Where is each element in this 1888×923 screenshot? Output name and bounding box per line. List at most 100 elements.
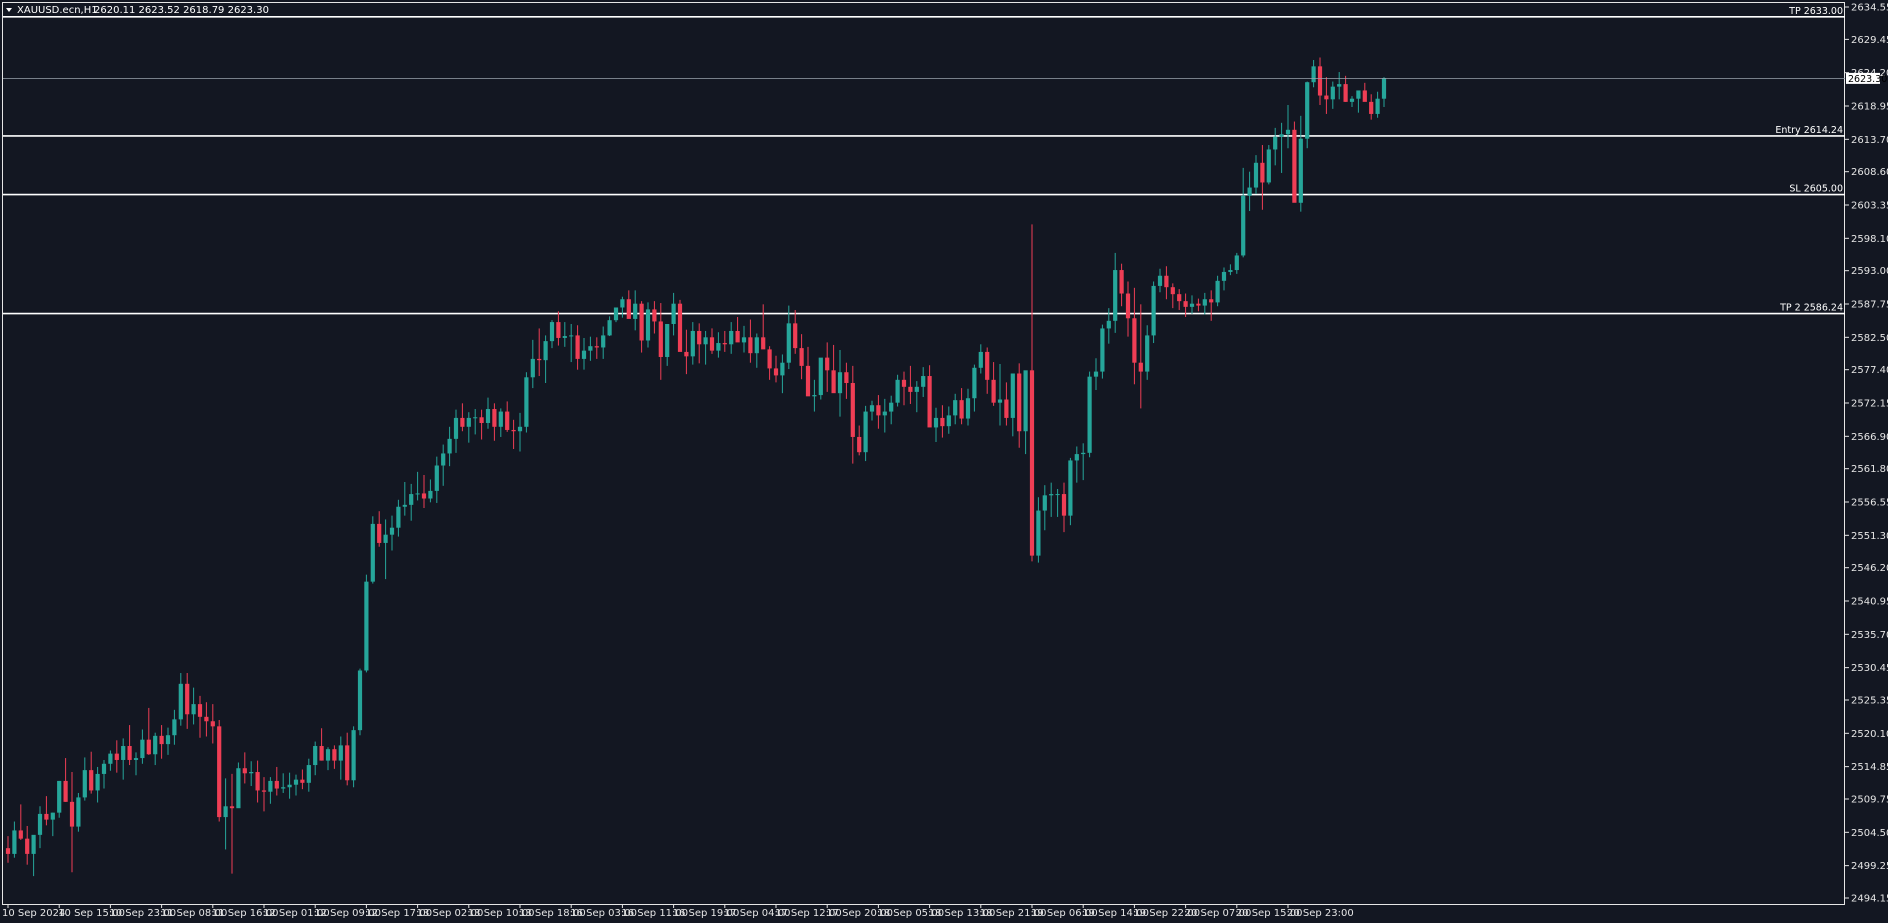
candle <box>511 419 516 450</box>
price-axis[interactable]: 2634.552629.452624.202618.952613.702608.… <box>1845 3 1888 905</box>
candle-body <box>620 299 625 308</box>
candle <box>959 388 964 425</box>
y-tick-label: 2608.60 <box>1851 167 1888 178</box>
candle-body <box>114 753 119 760</box>
candle-body <box>1029 370 1035 556</box>
candle <box>287 772 292 799</box>
candle <box>249 761 254 786</box>
candle <box>25 825 30 865</box>
candle <box>1375 91 1380 118</box>
candle <box>729 322 734 354</box>
candle <box>831 344 836 394</box>
candle-body <box>1036 510 1041 556</box>
candle <box>191 687 196 725</box>
candle-body <box>645 309 651 341</box>
candle <box>261 777 267 812</box>
candle <box>82 757 87 801</box>
candle-body <box>223 806 228 818</box>
candle <box>1247 171 1252 212</box>
candle-body <box>165 735 171 745</box>
candle <box>421 475 427 509</box>
candle <box>473 409 478 435</box>
candle <box>1093 358 1099 390</box>
candle-body <box>908 386 913 392</box>
candle-body <box>869 405 875 412</box>
candle-body <box>837 372 843 394</box>
candle <box>684 329 689 375</box>
candle-body <box>639 303 644 341</box>
candle <box>1055 488 1060 517</box>
candle-body <box>1023 370 1028 432</box>
candle <box>914 381 919 413</box>
candle <box>1221 267 1227 291</box>
candle <box>370 516 375 584</box>
candle-body <box>965 398 971 419</box>
candle-body <box>677 303 683 352</box>
candle <box>12 821 17 858</box>
candle <box>1151 281 1156 344</box>
candle <box>389 515 395 551</box>
candle <box>537 328 542 377</box>
y-tick-label: 2587.75 <box>1851 300 1888 311</box>
candle-body <box>1068 460 1073 516</box>
candle <box>466 412 471 443</box>
candle <box>633 290 638 331</box>
candle <box>799 334 804 380</box>
candle-body <box>1266 149 1271 183</box>
candle-body <box>1228 270 1233 272</box>
candle <box>549 320 555 349</box>
candle-body <box>441 453 446 466</box>
candle-body <box>1247 187 1252 196</box>
candle-body <box>1138 362 1143 372</box>
candle <box>57 780 62 818</box>
candle <box>242 752 247 784</box>
candle <box>1260 145 1265 210</box>
candle <box>850 365 855 464</box>
candle <box>63 758 68 802</box>
x-tick-label: 20 Sep 07:00 <box>1185 908 1252 919</box>
candle-body <box>1151 285 1156 336</box>
trade-levels: TP 2633.00 Entry 2614.24 SL 2605.00 TP 2 25… <box>3 6 1845 315</box>
y-tick-label: 2572.15 <box>1851 399 1888 410</box>
candle <box>332 745 337 769</box>
candle <box>837 350 843 417</box>
chevron-down-icon[interactable] <box>6 8 12 12</box>
candle-body <box>505 411 510 430</box>
candle <box>1125 281 1131 337</box>
candle <box>697 323 702 364</box>
candle <box>1183 293 1188 318</box>
candle-body <box>1087 376 1092 453</box>
candle-body <box>1279 134 1284 137</box>
candle-body <box>466 417 471 427</box>
candle-body <box>537 358 542 361</box>
candle <box>613 307 619 323</box>
candle-body <box>825 357 830 371</box>
candle <box>434 456 439 503</box>
y-tick-label: 2598.10 <box>1851 234 1888 245</box>
candle <box>562 322 567 347</box>
candle <box>453 409 459 453</box>
candle <box>1157 268 1163 293</box>
candle-body <box>1273 136 1278 150</box>
x-tick-label: 19 Sep 14:00 <box>1082 908 1149 919</box>
x-tick-label: 13 Sep 10:00 <box>468 908 535 919</box>
candle-body <box>281 787 286 789</box>
candle-body <box>812 395 817 397</box>
candle <box>1381 77 1387 107</box>
candle <box>428 479 433 503</box>
candle-body <box>511 429 516 432</box>
candle <box>1298 115 1303 212</box>
candle-body <box>844 372 849 384</box>
candle-body <box>415 493 420 495</box>
candle <box>1100 324 1105 379</box>
candle <box>1305 81 1310 149</box>
candle <box>645 302 651 348</box>
candle-body <box>658 321 663 357</box>
candle <box>172 709 177 745</box>
candle <box>972 364 977 412</box>
candle <box>818 357 823 400</box>
candle-body <box>402 504 407 507</box>
candle-body <box>293 779 299 785</box>
